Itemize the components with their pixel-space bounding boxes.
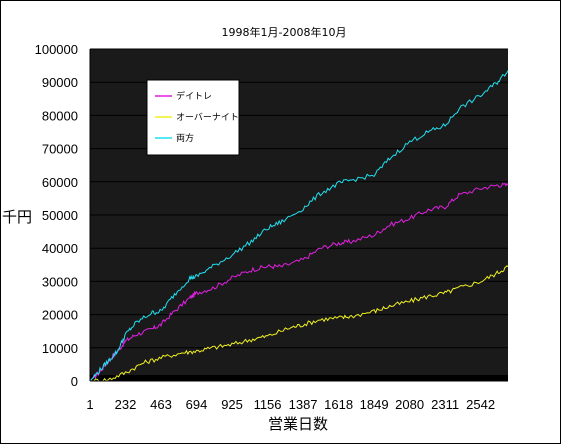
y-tick-60000: 60000 [42, 175, 78, 190]
y-tick-0: 0 [71, 374, 78, 389]
y-tick-10000: 10000 [42, 341, 78, 356]
y-tick-80000: 80000 [42, 108, 78, 123]
legend-label-2: オーバーナイト [176, 112, 239, 123]
x-axis-label: 営業日数 [268, 415, 328, 433]
series-lines [89, 70, 509, 382]
y-tick-labels: 0 10000 20000 30000 40000 50000 60000 70000 8000… [35, 42, 78, 389]
y-tick-20000: 20000 [42, 308, 78, 323]
y-tick-90000: 90000 [42, 75, 78, 90]
x-tick-694: 694 [186, 397, 208, 412]
y-tick-100000: 100000 [35, 42, 78, 57]
x-tick-463: 463 [150, 397, 172, 412]
x-tick-1: 1 [86, 397, 93, 412]
x-tick-2080: 2080 [395, 397, 424, 412]
x-tick-1387: 1387 [289, 397, 318, 412]
chart-title: 1998年1月-2008年10月 [222, 25, 347, 39]
legend-label-1: デイトレ [176, 90, 212, 102]
y-tick-30000: 30000 [42, 274, 78, 289]
plot-floor [90, 375, 508, 381]
x-tick-1849: 1849 [360, 397, 389, 412]
y-tick-70000: 70000 [42, 142, 78, 157]
x-tick-2311: 2311 [431, 397, 459, 412]
legend-label-3: 両方 [176, 132, 194, 144]
x-tick-925: 925 [221, 397, 243, 412]
x-tick-labels: 1 232 463 694 925 1156 1387 1618 1849 2080 2311 254… [86, 397, 495, 412]
y-tick-40000: 40000 [42, 241, 78, 256]
x-tick-2542: 2542 [466, 397, 495, 412]
y-axis-label: 千円 [2, 208, 32, 226]
series-line-2 [89, 265, 509, 382]
x-tick-1156: 1156 [254, 397, 282, 412]
series-line-3 [89, 70, 509, 382]
series-line-1 [89, 182, 509, 382]
y-tick-50000: 50000 [42, 208, 78, 223]
x-tick-232: 232 [115, 397, 137, 412]
x-tick-1618: 1618 [324, 397, 353, 412]
